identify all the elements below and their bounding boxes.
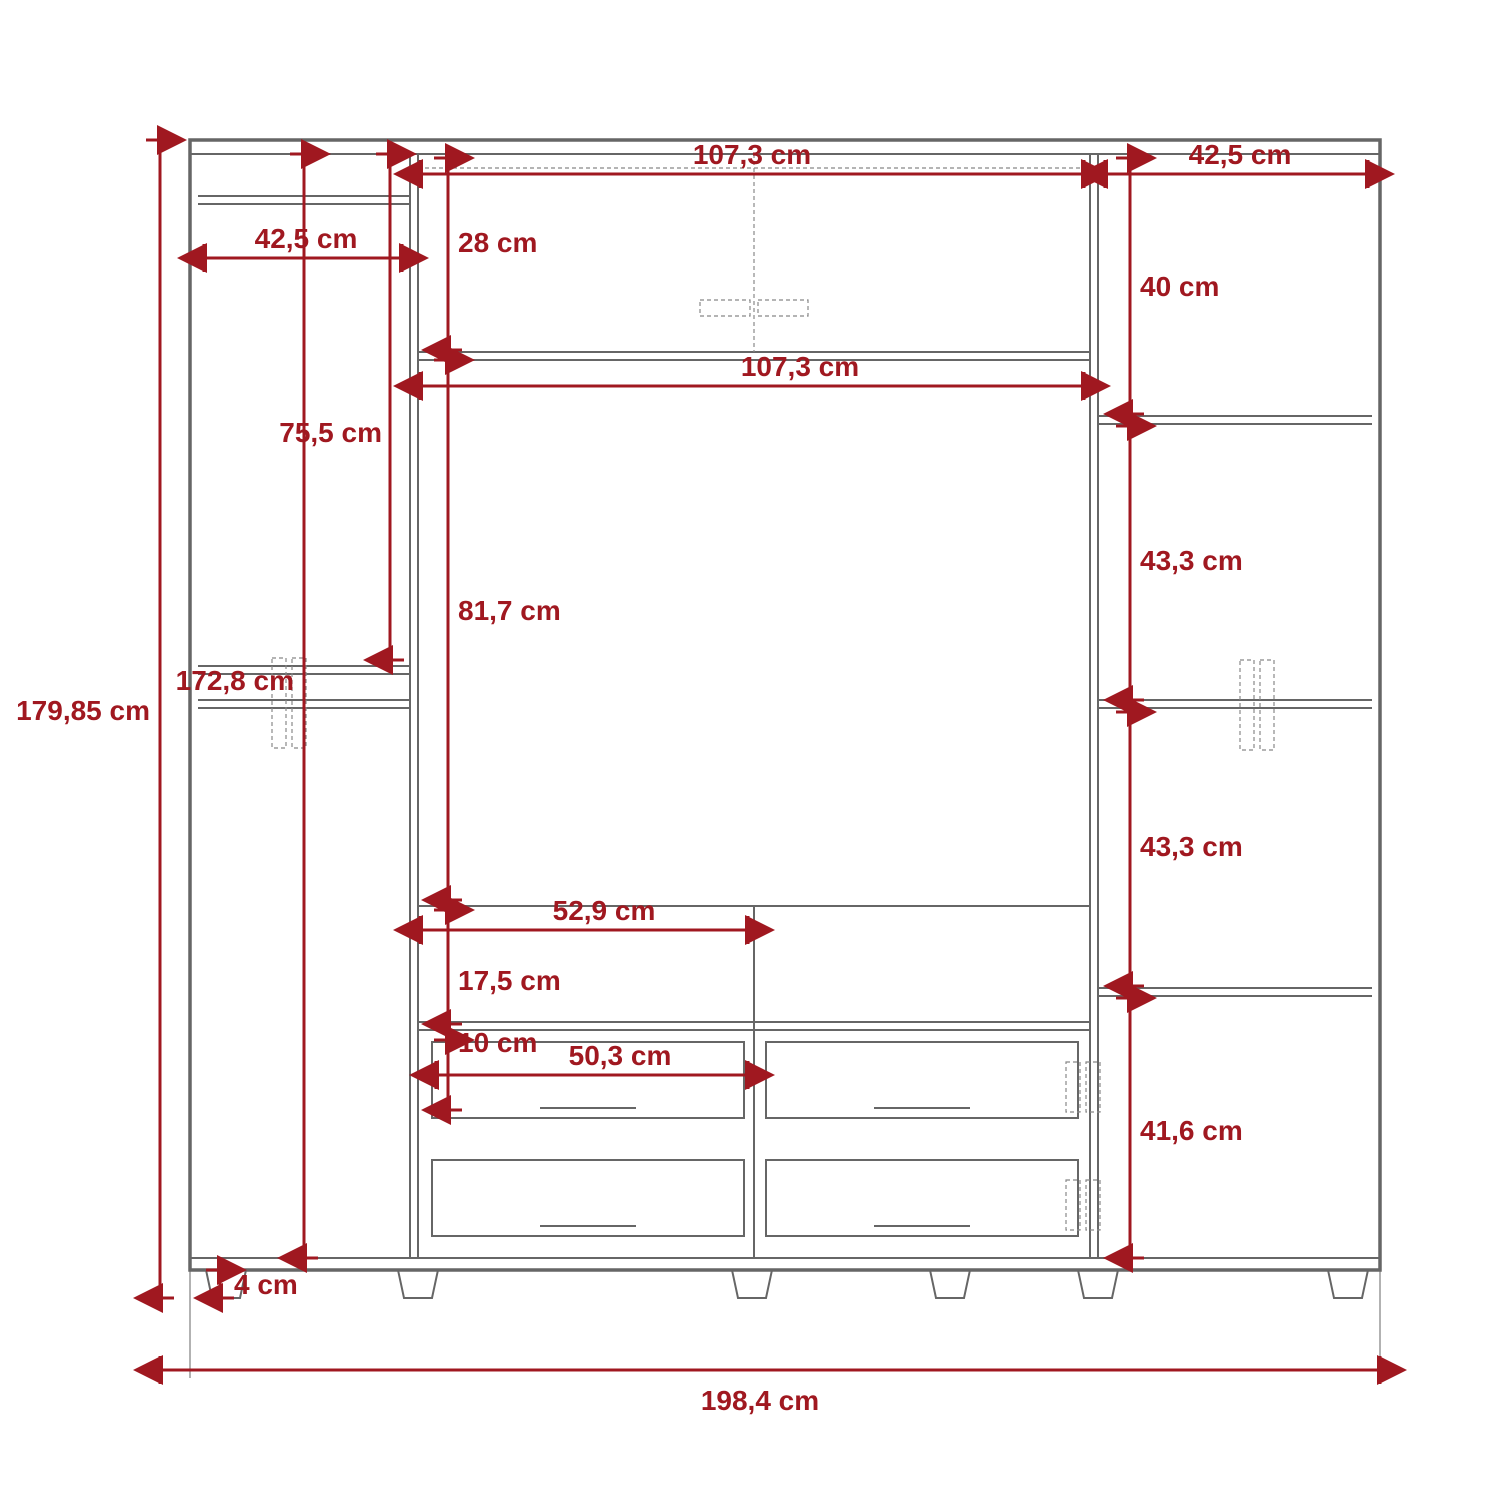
cabinet-feet <box>206 1270 1368 1298</box>
dim-label: 40 cm <box>1140 271 1219 302</box>
dimension-diagram: 198,4 cm 107,3 cm 42,5 cm 42,5 cm 107,3 cm 52… <box>0 0 1503 1503</box>
dim-mid-107b: 107,3 cm <box>420 351 1084 400</box>
dim-label: 107,3 cm <box>741 351 859 382</box>
dim-label: 75,5 cm <box>279 417 382 448</box>
dim-mid-28: 28 cm <box>434 158 537 350</box>
dim-right-40: 40 cm <box>1116 158 1219 414</box>
dim-foot-4: 4 cm <box>206 1269 298 1300</box>
dim-label: 42,5 cm <box>255 223 358 254</box>
dim-right-43b: 43,3 cm <box>1116 712 1243 986</box>
dim-label: 4 cm <box>234 1269 298 1300</box>
cabinet-drawing <box>190 140 1380 1378</box>
dim-label: 81,7 cm <box>458 595 561 626</box>
dim-label: 43,3 cm <box>1140 831 1243 862</box>
dim-label: 172,8 cm <box>176 665 294 696</box>
dim-right-41: 41,6 cm <box>1116 998 1243 1258</box>
dim-label: 179,85 cm <box>16 695 150 726</box>
dim-label: 42,5 cm <box>1189 139 1292 170</box>
dim-label: 28 cm <box>458 227 537 258</box>
dim-left-172: 172,8 cm <box>176 154 318 1258</box>
dim-label: 17,5 cm <box>458 965 561 996</box>
dimension-layer: 198,4 cm 107,3 cm 42,5 cm 42,5 cm 107,3 cm 52… <box>16 139 1380 1416</box>
dim-label: 198,4 cm <box>701 1385 819 1416</box>
dim-right-43a: 43,3 cm <box>1116 426 1243 700</box>
dim-label: 41,6 cm <box>1140 1115 1243 1146</box>
dim-label: 107,3 cm <box>693 139 811 170</box>
dim-mid-17: 17,5 cm <box>434 910 561 1024</box>
dim-label: 10 cm <box>458 1027 537 1058</box>
dim-overall-height: 179,85 cm <box>16 140 174 1298</box>
dim-top-42a: 42,5 cm <box>1105 139 1368 188</box>
dim-shelf-52: 52,9 cm <box>420 895 748 944</box>
dim-label: 52,9 cm <box>553 895 656 926</box>
dim-drawer-10: 10 cm <box>434 1027 537 1110</box>
dim-overall-width: 198,4 cm <box>160 1356 1380 1416</box>
dim-top-107a: 107,3 cm <box>420 139 1084 188</box>
dim-label: 50,3 cm <box>569 1040 672 1071</box>
dim-label: 43,3 cm <box>1140 545 1243 576</box>
dim-mid-81: 81,7 cm <box>434 360 561 900</box>
